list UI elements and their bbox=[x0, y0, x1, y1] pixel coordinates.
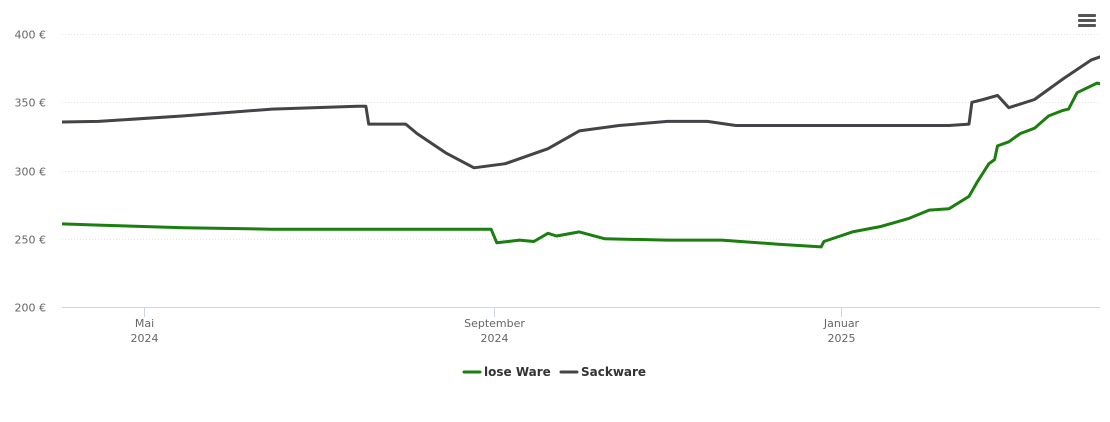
x-tick-month: Januar bbox=[823, 317, 860, 330]
legend-item-lose-ware[interactable]: lose Ware bbox=[462, 365, 551, 379]
y-tick-label: 300 € bbox=[15, 166, 47, 179]
x-tick-label: September 2024 bbox=[464, 317, 525, 345]
legend[interactable]: lose Ware Sackware bbox=[462, 365, 646, 379]
legend-label: lose Ware bbox=[484, 365, 551, 379]
x-tick-label: Mai 2024 bbox=[131, 317, 159, 345]
legend-item-sackware[interactable]: Sackware bbox=[559, 365, 646, 379]
gridlines bbox=[62, 34, 1100, 240]
menu-bar bbox=[1078, 24, 1096, 27]
series-line-sackware[interactable] bbox=[19, 49, 1110, 170]
x-axis: Mai 2024 September 2024 Januar 2025 bbox=[131, 307, 860, 345]
y-axis: 200 € 250 € 300 € 350 € 400 € bbox=[15, 29, 47, 315]
y-tick-label: 350 € bbox=[15, 97, 47, 110]
x-tick-year: 2024 bbox=[131, 332, 159, 345]
menu-bar bbox=[1078, 19, 1096, 22]
x-tick-year: 2024 bbox=[481, 332, 509, 345]
hamburger-menu-icon[interactable] bbox=[1076, 12, 1098, 32]
x-tick-year: 2025 bbox=[828, 332, 856, 345]
x-tick-month: September bbox=[464, 317, 525, 330]
series-line-lose-ware[interactable] bbox=[19, 81, 1110, 249]
series-lines bbox=[19, 49, 1110, 249]
y-tick-label: 200 € bbox=[15, 302, 47, 315]
legend-label: Sackware bbox=[581, 365, 646, 379]
menu-bar bbox=[1078, 14, 1096, 17]
y-tick-label: 250 € bbox=[15, 234, 47, 247]
x-tick-label: Januar 2025 bbox=[823, 317, 860, 345]
y-tick-label: 400 € bbox=[15, 29, 47, 42]
x-tick-month: Mai bbox=[135, 317, 154, 330]
